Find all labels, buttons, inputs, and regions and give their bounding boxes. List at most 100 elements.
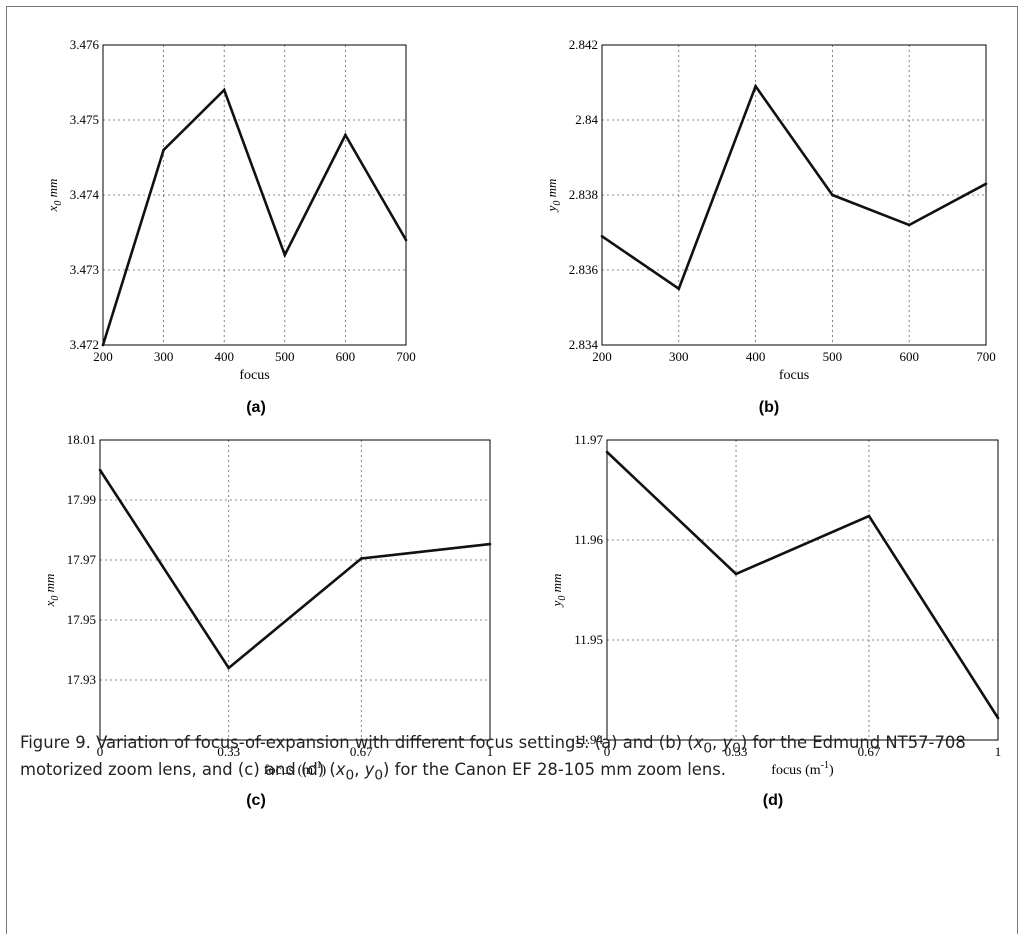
panel-label-a: (a) bbox=[246, 399, 266, 416]
caption-x-subscript: 0 bbox=[345, 767, 355, 784]
x-tick-label: 300 bbox=[154, 349, 174, 364]
y-tick-label: 3.474 bbox=[70, 187, 100, 202]
caption-x-symbol: x bbox=[335, 760, 346, 780]
caption-text: Figure 9. Variation of focus-of-expansio… bbox=[20, 733, 694, 752]
data-point bbox=[98, 468, 102, 472]
data-point bbox=[360, 557, 363, 560]
x-tick-label: 700 bbox=[976, 349, 996, 364]
x-tick-label: 1 bbox=[995, 744, 1002, 759]
x-tick-label: 200 bbox=[93, 349, 113, 364]
chart-b-svg: 200 300 400 500 600 700 2.834 2.836 2.838 2.84 2.8… bbox=[544, 37, 996, 416]
caption-y-symbol: y bbox=[722, 733, 733, 752]
y-tick-label: 11.96 bbox=[574, 532, 603, 547]
x-axis-label: focus (m-1) bbox=[771, 760, 834, 778]
data-point bbox=[222, 88, 226, 92]
y-tick-label: 11.95 bbox=[574, 632, 603, 647]
plot-area bbox=[99, 439, 491, 741]
y-tick-label: 11.97 bbox=[574, 432, 603, 447]
series-line bbox=[98, 469, 491, 670]
chart-c-svg: 0 0.33 0.67 1 17.93 17.95 17.97 17.99 18.01 focus… bbox=[42, 432, 494, 809]
x-tick-label: 1 bbox=[487, 744, 494, 759]
y-tick-label: 2.836 bbox=[569, 262, 599, 277]
y-axis-label: y0 mm bbox=[549, 574, 568, 609]
plot-area bbox=[606, 439, 999, 741]
panel-label-c: (c) bbox=[246, 792, 266, 809]
data-point bbox=[677, 287, 681, 291]
data-point bbox=[600, 234, 604, 238]
x-tick-label: 500 bbox=[823, 349, 843, 364]
y-tick-label: 17.93 bbox=[67, 672, 96, 687]
data-point bbox=[867, 514, 871, 518]
series-line bbox=[606, 451, 1000, 719]
x-tick-label: 400 bbox=[746, 349, 766, 364]
x-tick-label: 400 bbox=[214, 349, 234, 364]
x-tick-label: 0 bbox=[604, 744, 611, 759]
panel-label-d: (d) bbox=[763, 792, 783, 809]
data-point bbox=[754, 84, 757, 88]
x-axis-label: focus (m-1) bbox=[264, 760, 327, 778]
x-tick-label: 0.67 bbox=[858, 744, 881, 759]
data-point bbox=[488, 542, 492, 546]
data-point bbox=[283, 253, 287, 257]
x-tick-label: 0.33 bbox=[217, 744, 240, 759]
data-point bbox=[344, 133, 347, 137]
data-point bbox=[734, 572, 738, 576]
y-tick-label: 2.842 bbox=[569, 37, 598, 52]
caption-text: ) for the Edmund NT57-708 motorized zoom… bbox=[20, 733, 966, 780]
data-point bbox=[404, 238, 408, 242]
series-line bbox=[101, 87, 408, 346]
plot-area bbox=[601, 44, 987, 346]
y-tick-label: 3.476 bbox=[70, 37, 100, 52]
data-point bbox=[984, 182, 988, 186]
chart-a-svg: 200 300 400 500 600 700 3.472 3.473 3.474 3.475 3.… bbox=[45, 37, 416, 416]
data-point bbox=[162, 148, 165, 152]
data-point bbox=[605, 450, 609, 454]
caption-x-subscript: 0 bbox=[703, 740, 713, 757]
y-tick-label: 3.473 bbox=[70, 262, 99, 277]
data-point bbox=[227, 666, 230, 670]
x-tick-label: 600 bbox=[336, 349, 356, 364]
caption-y-subscript: 0 bbox=[374, 767, 384, 784]
x-tick-label: 0.67 bbox=[350, 744, 373, 759]
y-tick-label: 3.475 bbox=[70, 112, 99, 127]
y-axis-label: x0 mm bbox=[42, 574, 61, 608]
y-axis-label: y0 mm bbox=[544, 179, 563, 214]
chart-panel-b: 200 300 400 500 600 700 2.834 2.836 2.838 2.84 2.8… bbox=[512, 0, 1024, 420]
panel-label-b: (b) bbox=[759, 399, 779, 416]
data-point bbox=[831, 193, 834, 197]
chart-panel-c: 0 0.33 0.67 1 17.93 17.95 17.97 17.99 18.01 focus… bbox=[0, 420, 512, 820]
y-tick-label: 17.97 bbox=[67, 552, 97, 567]
data-point bbox=[996, 716, 1000, 720]
x-tick-label: 200 bbox=[592, 349, 612, 364]
caption-separator: , bbox=[712, 733, 723, 752]
y-tick-label: 2.834 bbox=[569, 337, 599, 352]
x-axis-label: focus bbox=[779, 368, 809, 383]
x-tick-label: 0.33 bbox=[725, 744, 748, 759]
data-point bbox=[101, 343, 105, 347]
y-axis-label: x0 mm bbox=[45, 179, 64, 213]
caption-y-symbol: y bbox=[364, 760, 375, 780]
chart-panel-a: 200 300 400 500 600 700 3.472 3.473 3.474 3.475 3.… bbox=[0, 0, 512, 420]
y-tick-label: 11.94 bbox=[574, 732, 603, 747]
data-point bbox=[907, 223, 911, 227]
caption-separator: , bbox=[354, 760, 365, 780]
y-tick-label: 17.95 bbox=[67, 612, 96, 627]
x-axis-label: focus bbox=[239, 368, 269, 383]
y-tick-label: 18.01 bbox=[67, 432, 96, 447]
x-tick-label: 700 bbox=[396, 349, 416, 364]
figure-frame bbox=[6, 6, 1018, 934]
caption-text: ) for the Canon EF 28-105 mm zoom lens. bbox=[383, 760, 726, 780]
x-tick-label: 300 bbox=[669, 349, 689, 364]
y-tick-label: 2.84 bbox=[575, 112, 598, 127]
chart-panel-d: 0 0.33 0.67 1 11.94 11.95 11.96 11.97 focus (m-1… bbox=[512, 420, 1024, 820]
plot-area bbox=[102, 44, 407, 346]
y-tick-label: 17.99 bbox=[67, 492, 96, 507]
y-tick-label: 2.838 bbox=[569, 187, 598, 202]
caption-y-subscript: 0 bbox=[732, 740, 741, 757]
y-tick-label: 3.472 bbox=[70, 337, 99, 352]
figure-caption: Figure 9. Variation of focus-of-expansio… bbox=[20, 732, 1010, 787]
caption-x-symbol: x bbox=[693, 733, 704, 752]
x-tick-label: 600 bbox=[899, 349, 919, 364]
x-tick-label: 0 bbox=[97, 744, 104, 759]
